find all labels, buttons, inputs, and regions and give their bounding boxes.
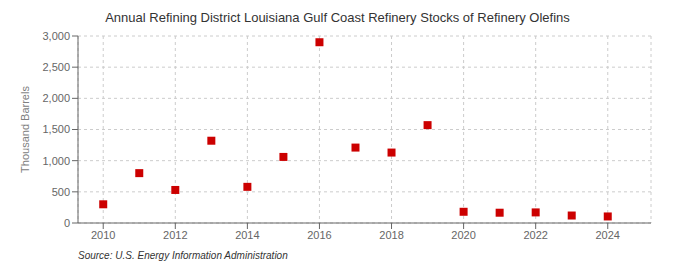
svg-text:2,000: 2,000 [42, 92, 70, 104]
svg-text:3,000: 3,000 [42, 30, 70, 42]
html-text:Source: U.S. Energy Informatio: Source: U.S. Energy Information Administ… [78, 250, 288, 261]
svg-text:500: 500 [52, 186, 70, 198]
svg-text:2012: 2012 [163, 229, 187, 241]
svg-text:2014: 2014 [235, 229, 259, 241]
svg-text:1,500: 1,500 [42, 123, 70, 135]
svg-text:2016: 2016 [307, 229, 331, 241]
svg-text:2010: 2010 [91, 229, 115, 241]
html-text:Annual Refining District Louis: Annual Refining District Louisiana Gulf … [105, 10, 570, 25]
svg-text:1,000: 1,000 [42, 155, 70, 167]
svg-text:2018: 2018 [379, 229, 403, 241]
svg-text:2024: 2024 [596, 229, 620, 241]
svg-text:Thousand Barrels: Thousand Barrels [19, 86, 31, 173]
svg-text:2,500: 2,500 [42, 61, 70, 73]
svg-text:2022: 2022 [523, 229, 547, 241]
svg-text:2020: 2020 [451, 229, 475, 241]
svg-text:0: 0 [64, 217, 70, 229]
